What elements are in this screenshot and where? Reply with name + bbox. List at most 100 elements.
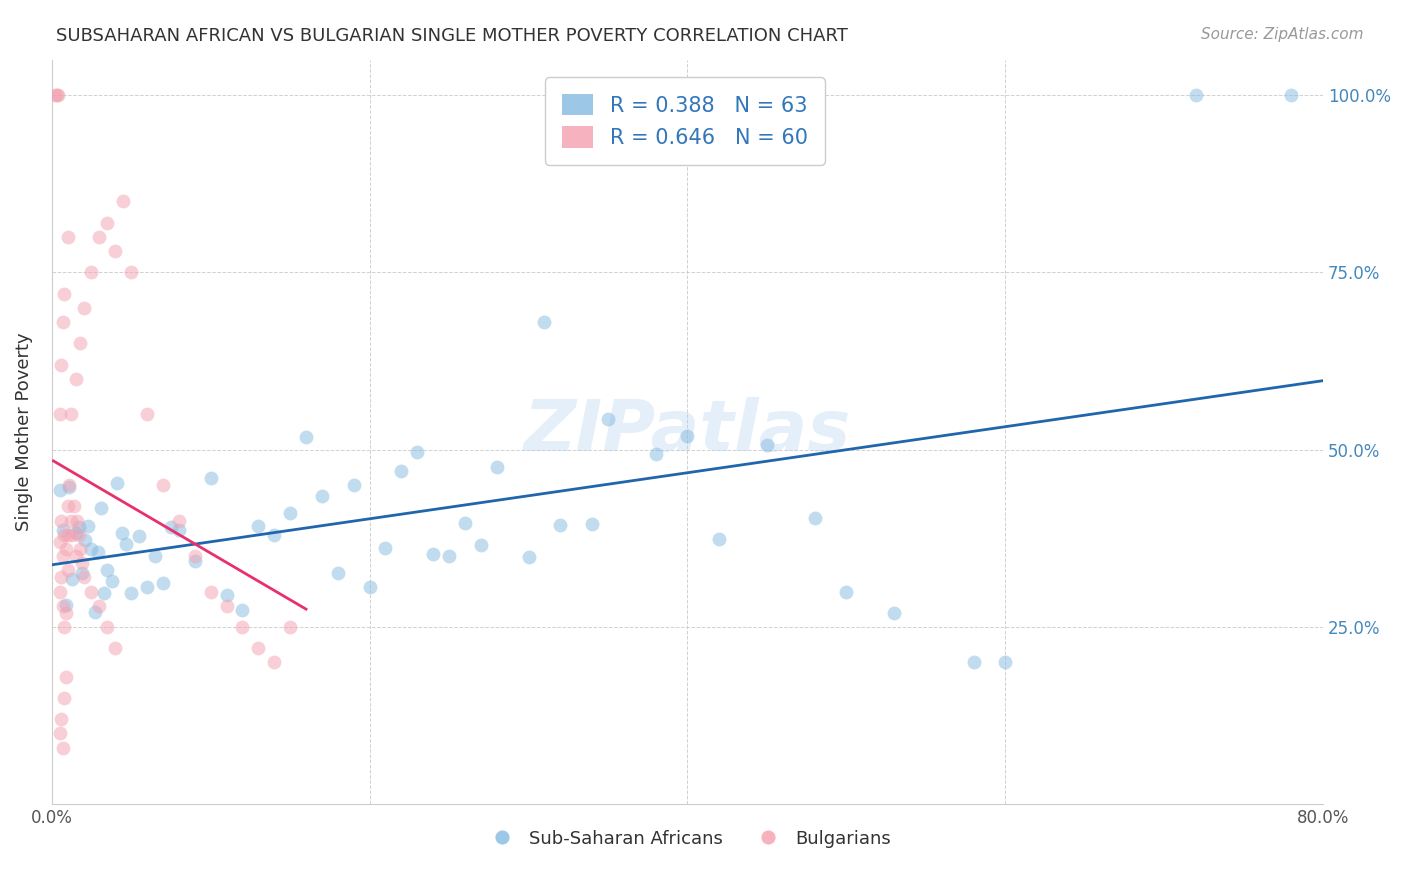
Point [56,528,79,542]
Point [89,230,111,244]
Point [136,407,159,421]
Point [53,528,76,542]
Point [56,230,79,244]
Point [51,570,73,584]
Point [62,528,84,542]
Point [48,407,70,421]
Point [278,620,301,634]
Point [136,580,159,594]
Point [77,519,100,533]
Point [55,541,77,556]
Point [48,584,70,599]
Text: Source: ZipAtlas.com: Source: ZipAtlas.com [1201,27,1364,42]
Point [72,570,94,584]
Point [994,656,1017,670]
Point [550,518,572,533]
Point [58,480,80,494]
Point [65,526,87,541]
Point [200,471,222,485]
Point [115,536,138,550]
Point [55,606,77,620]
Point [167,514,190,528]
Point [48,483,70,497]
Point [596,411,619,425]
Point [112,194,135,209]
Point [53,690,76,705]
Point [67,519,90,533]
Point [53,286,76,301]
Point [56,563,79,577]
Point [80,265,103,279]
Legend: Sub-Saharan Africans, Bulgarians: Sub-Saharan Africans, Bulgarians [477,822,898,855]
Point [83,605,105,619]
Point [75,533,97,547]
Point [709,532,731,546]
Point [485,459,508,474]
Point [55,670,77,684]
Point [51,712,73,726]
Point [52,549,75,563]
Point [66,514,89,528]
Point [437,549,460,563]
Point [215,599,238,613]
Point [58,478,80,492]
Point [311,489,333,503]
Point [755,438,778,452]
Point [247,641,270,656]
Point [167,523,190,537]
Point [581,516,603,531]
Point [517,549,540,564]
Point [263,656,285,670]
Text: SUBSAHARAN AFRICAN VS BULGARIAN SINGLE MOTHER POVERTY CORRELATION CHART: SUBSAHARAN AFRICAN VS BULGARIAN SINGLE M… [56,27,848,45]
Point [44,88,66,103]
Point [184,549,207,563]
Point [263,528,285,542]
Point [90,500,112,515]
Point [160,519,183,533]
Point [51,514,73,528]
Point [883,606,905,620]
Point [55,598,77,612]
Text: ZIPatlas: ZIPatlas [524,398,851,467]
Point [105,476,128,491]
Point [231,603,253,617]
Point [247,518,270,533]
Point [59,407,82,421]
Point [231,620,253,634]
Point [46,88,69,103]
Point [803,510,825,524]
Point [53,620,76,634]
Point [295,430,318,444]
Point [200,584,222,599]
Y-axis label: Single Mother Poverty: Single Mother Poverty [15,333,32,532]
Point [62,572,84,586]
Point [389,464,412,478]
Point [533,315,555,329]
Point [470,538,492,552]
Point [104,641,127,656]
Point [152,576,174,591]
Point [120,586,142,600]
Point [72,301,94,315]
Point [80,584,103,599]
Point [215,588,238,602]
Point [278,507,301,521]
Point [65,372,87,386]
Point [93,586,115,600]
Point [48,535,70,549]
Point [454,516,477,530]
Point [70,566,93,580]
Point [52,740,75,755]
Point [343,478,366,492]
Point [143,549,166,563]
Point [152,478,174,492]
Point [56,500,79,514]
Point [120,265,142,279]
Point [87,545,110,559]
Point [51,358,73,372]
Point [59,514,82,528]
Point [96,216,118,230]
Point [111,525,134,540]
Point [359,580,381,594]
Point [69,541,91,556]
